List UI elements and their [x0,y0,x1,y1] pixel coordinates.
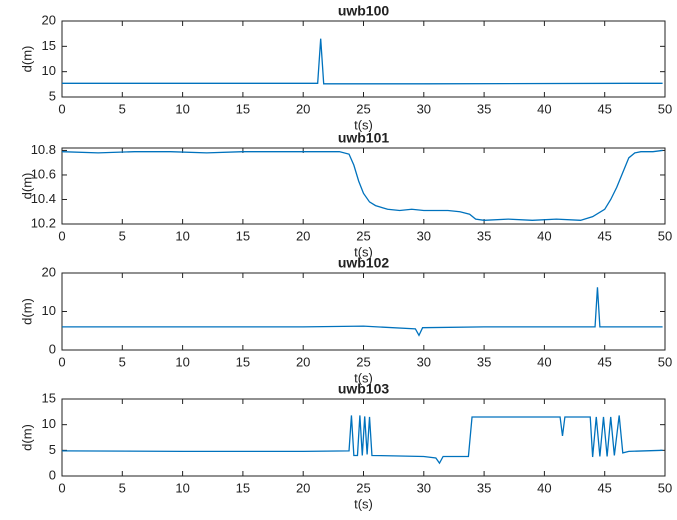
panel-title: uwb100 [338,3,390,19]
x-tick-label: 25 [356,228,370,243]
x-tick-label: 45 [597,480,611,495]
x-tick-label: 30 [417,228,431,243]
x-tick-label: 40 [537,480,551,495]
y-tick-label: 20 [42,12,56,27]
x-tick-label: 0 [58,101,65,116]
axes-box [61,20,666,98]
x-tick-label: 45 [597,228,611,243]
x-tick-label: 25 [356,480,370,495]
y-tick-label: 10 [42,303,56,318]
x-tick-label: 25 [356,101,370,116]
x-axis-label: t(s) [354,370,373,385]
x-tick-label: 10 [175,354,189,369]
axes-box [61,272,666,351]
x-tick-label: 10 [175,480,189,495]
x-tick-label: 15 [236,354,250,369]
y-axis-label: d(m) [19,298,34,325]
panel-title: uwb101 [338,130,390,146]
axes-box [61,398,666,477]
y-tick-label: 10.4 [31,191,56,206]
x-tick-label: 0 [58,480,65,495]
y-tick-label: 10.6 [31,166,56,181]
axes-box [61,147,666,225]
y-axis-label: d(m) [19,424,34,451]
panel-title: uwb102 [338,255,390,271]
x-tick-label: 50 [658,354,672,369]
x-tick-label: 20 [296,101,310,116]
x-tick-label: 20 [296,480,310,495]
y-tick-label: 15 [42,390,56,405]
y-tick-label: 10.8 [31,142,56,157]
x-tick-label: 20 [296,228,310,243]
x-tick-label: 15 [236,101,250,116]
x-tick-label: 5 [119,228,126,243]
x-tick-label: 30 [417,101,431,116]
y-axis-label: d(m) [19,46,34,73]
x-tick-label: 15 [236,228,250,243]
y-tick-label: 5 [49,88,56,103]
x-tick-label: 35 [477,354,491,369]
data-line [61,415,663,465]
x-tick-label: 50 [658,480,672,495]
y-tick-label: 10.2 [31,215,56,230]
x-tick-label: 10 [175,228,189,243]
x-tick-label: 0 [58,354,65,369]
x-tick-label: 30 [417,354,431,369]
x-tick-label: 20 [296,354,310,369]
x-tick-label: 35 [477,228,491,243]
x-tick-label: 40 [537,101,551,116]
y-tick-label: 20 [42,264,56,279]
x-tick-label: 45 [597,101,611,116]
x-tick-label: 15 [236,480,250,495]
data-line [62,38,663,85]
x-tick-label: 5 [119,101,126,116]
data-line [62,287,663,337]
x-tick-label: 35 [477,480,491,495]
x-tick-label: 45 [597,354,611,369]
y-tick-label: 0 [49,467,56,482]
y-tick-label: 15 [42,38,56,53]
data-line [61,149,663,221]
y-axis-label: d(m) [19,173,34,200]
y-tick-label: 10 [42,63,56,78]
x-tick-label: 50 [658,101,672,116]
x-tick-label: 40 [537,354,551,369]
x-axis-label: t(s) [354,244,373,259]
x-tick-label: 0 [58,228,65,243]
x-tick-label: 5 [119,354,126,369]
x-tick-label: 50 [658,228,672,243]
x-tick-label: 40 [537,228,551,243]
x-tick-label: 5 [119,480,126,495]
x-axis-label: t(s) [354,496,373,511]
x-tick-label: 35 [477,101,491,116]
x-tick-label: 10 [175,101,189,116]
x-tick-label: 25 [356,354,370,369]
y-tick-label: 5 [49,442,56,457]
y-tick-label: 10 [42,416,56,431]
x-tick-label: 30 [417,480,431,495]
x-axis-label: t(s) [354,117,373,132]
panel-title: uwb103 [338,381,390,397]
y-tick-label: 0 [49,341,56,356]
